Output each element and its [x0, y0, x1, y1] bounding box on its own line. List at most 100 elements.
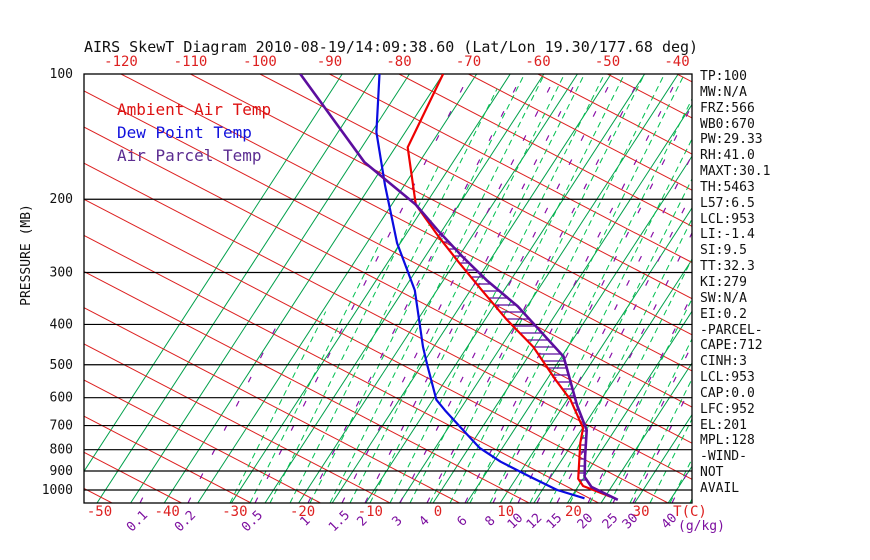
skew-isotherm-line: [566, 310, 692, 503]
pressure-tick-label: 100: [50, 67, 73, 82]
skew-isotherm-line: [96, 74, 377, 503]
stats-panel: TP:100 MW:N/A FRZ:566 WB0:670 PW:29.33 RH:41.…: [700, 69, 770, 497]
stat-line: AVAIL: [700, 480, 740, 496]
dry-adiabat-line: [84, 234, 599, 503]
skew-isotherm-line: [197, 74, 478, 503]
pressure-tick-label: 200: [50, 192, 73, 207]
bottom-temp-tick-label: -30: [222, 504, 247, 520]
dry-adiabat-line: [120, 74, 692, 372]
dry-adiabat-line: [84, 379, 321, 503]
mixing-ratio-tick-label: 3: [389, 513, 405, 529]
skew-isotherm-line: [466, 155, 692, 503]
skew-isotherm-line: [331, 74, 612, 503]
mixing-ratio-tick-label: 6: [454, 513, 470, 529]
top-temp-tick-label: -60: [525, 54, 550, 70]
cape-hatch-area: [433, 227, 586, 481]
stat-line: MW:N/A: [700, 84, 747, 100]
stat-line: NOT: [700, 465, 724, 481]
bottom-temp-tick-label: -20: [290, 504, 315, 520]
pressure-tick-label: 1000: [42, 483, 73, 498]
moist-adiabat-line: [449, 74, 665, 503]
mixing-ratio-tick-label: 4: [416, 513, 432, 529]
dry-adiabat-line: [84, 343, 391, 503]
dry-adiabat-line: [329, 74, 692, 264]
stat-line: EI:0.2: [700, 306, 747, 322]
moist-adiabat-line: [349, 74, 565, 503]
mixing-ratio-tick-label: 0.1: [124, 508, 151, 535]
dry-adiabat-line: [84, 162, 692, 480]
bottom-temp-tick-label: -10: [358, 504, 383, 520]
dry-adiabat-line: [84, 307, 460, 503]
stat-line: MPL:128: [700, 433, 755, 449]
stat-line: EL:201: [700, 417, 747, 433]
bottom-temp-tick-label: 30: [633, 504, 650, 520]
pressure-tick-label: 500: [50, 358, 73, 373]
mixing-ratio-tick-label: 8: [482, 513, 498, 529]
dry-adiabat-line: [398, 74, 692, 227]
skew-isotherm-line: [398, 74, 679, 503]
dry-adiabat-line: [259, 74, 692, 300]
stat-line: L57:6.5: [700, 195, 755, 211]
dry-adiabat-line: [537, 74, 692, 155]
air-parcel-curve: [299, 74, 619, 501]
stat-line: TT:32.3: [700, 259, 755, 275]
stat-line: FRZ:566: [700, 100, 755, 116]
pressure-axis-title: PRESSURE (MB): [19, 204, 34, 306]
pressure-tick-label: 600: [50, 391, 73, 406]
skew-isotherm-line: [298, 74, 578, 503]
stat-line: MAXT:30.1: [700, 164, 771, 180]
dew-point-curve: [375, 74, 585, 500]
top-temp-tick-label: -70: [456, 54, 481, 70]
stat-line: KI:279: [700, 274, 747, 290]
pressure-tick-label: 900: [50, 464, 73, 479]
skew-isotherm-line: [365, 74, 646, 503]
top-temp-tick-label: -40: [664, 54, 689, 70]
dry-adiabat-line: [84, 126, 692, 444]
mixing-ratio-tick-label: 15: [544, 511, 566, 533]
mixing-ratio-unit-label: (g/kg): [678, 519, 725, 534]
moist-adiabat-line: [309, 74, 525, 503]
dry-adiabat-line: [468, 74, 692, 191]
skew-isotherm-line: [84, 74, 343, 473]
legend-dew-point-temp: Dew Point Temp: [117, 123, 252, 142]
top-temp-tick-label: -90: [317, 54, 342, 70]
stat-line: SW:N/A: [700, 290, 747, 306]
moist-adiabat-line: [369, 74, 585, 503]
skew-isotherm-line: [499, 207, 692, 503]
moist-adiabat-line: [429, 74, 645, 503]
pressure-tick-label: 700: [50, 419, 73, 434]
dry-adiabat-line: [84, 487, 113, 503]
bottom-temp-tick-label: 20: [565, 504, 582, 520]
chart-title: AIRS SkewT Diagram 2010-08-19/14:09:38.6…: [84, 38, 699, 56]
stat-line: RH:41.0: [700, 148, 755, 164]
mixing-ratio-line: [492, 103, 692, 503]
stat-line: CAP:0.0: [700, 385, 755, 401]
skew-isotherm-line: [264, 74, 545, 503]
stat-line: TP:100: [700, 69, 747, 84]
stat-line: LCL:953: [700, 211, 755, 227]
stat-line: SI:9.5: [700, 243, 747, 259]
stat-line: -WIND-: [700, 449, 747, 465]
moist-adiabat-line: [289, 88, 498, 503]
pressure-tick-label: 800: [50, 443, 73, 458]
grid-lines: [84, 74, 692, 503]
mixing-ratio-tick-label: 1.5: [326, 508, 353, 535]
legend-ambient-air-temp: Ambient Air Temp: [117, 100, 272, 119]
skew-isotherm-line: [432, 103, 692, 503]
dry-adiabat-line: [84, 415, 252, 503]
mixing-ratio-tick-label: 12: [524, 511, 546, 533]
pressure-tick-label: 300: [50, 265, 73, 280]
top-temp-tick-label: -110: [174, 54, 208, 70]
bottom-temp-tick-label: 0: [434, 504, 442, 520]
dry-adiabat-line: [84, 198, 669, 503]
sounding-curves: [299, 74, 619, 501]
skew-isotherm-line: [600, 362, 692, 503]
dry-adiabat-line: [190, 74, 692, 336]
legend-air-parcel-temp: Air Parcel Temp: [117, 146, 262, 165]
skew-isotherm-line: [230, 74, 511, 503]
pressure-tick-label: 400: [50, 317, 73, 332]
mixing-ratio-tick-label: 25: [600, 511, 622, 533]
stat-line: LI:-1.4: [700, 227, 755, 243]
stat-line: TH:5463: [700, 179, 755, 195]
